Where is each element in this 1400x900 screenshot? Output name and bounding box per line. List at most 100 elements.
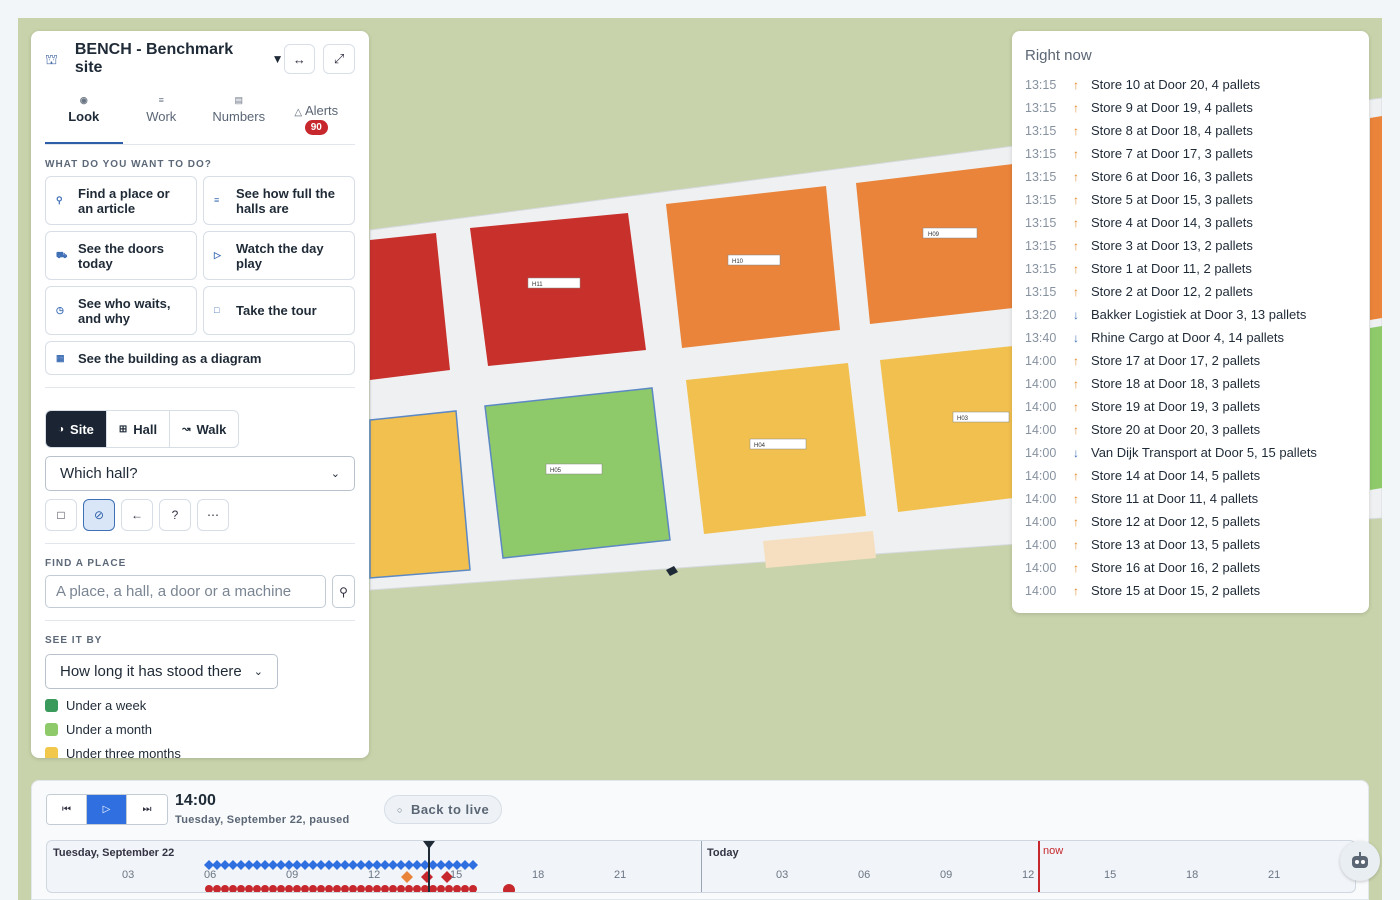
inbound-marker — [300, 860, 310, 870]
warning-icon: △ — [294, 107, 303, 118]
expand-width-button[interactable]: ↔ — [283, 44, 316, 74]
event-row[interactable]: 13:15 ↑ Store 9 at Door 19, 4 pallets — [1025, 96, 1357, 119]
hour-label: 15 — [1104, 869, 1117, 881]
action-label: See who waits, and why — [78, 295, 171, 326]
skip-back-button[interactable]: ⏮ — [47, 795, 87, 824]
take-tour-button[interactable]: □ Take the tour — [203, 286, 355, 335]
legend-label: Under a month — [66, 722, 152, 737]
robot-icon — [1352, 852, 1368, 868]
frame-button[interactable]: □ — [45, 499, 77, 531]
event-row[interactable]: 14:00 ↑ Store 16 at Door 16, 2 pallets — [1025, 556, 1357, 579]
event-row[interactable]: 13:15 ↑ Store 1 at Door 11, 2 pallets — [1025, 257, 1357, 280]
hide-button[interactable]: ⊘ — [83, 499, 115, 531]
skip-forward-button[interactable]: ⏭ — [127, 795, 167, 824]
event-row[interactable]: 13:40 ↓ Rhine Cargo at Door 4, 14 pallets — [1025, 326, 1357, 349]
outbound-marker — [421, 885, 429, 892]
chevron-down-icon: ⌄ — [330, 468, 340, 480]
play-button[interactable]: ▷ — [87, 795, 127, 824]
forklift-icon[interactable] — [666, 566, 678, 576]
doors-today-button[interactable]: ⛟ See the doors today — [45, 231, 197, 280]
back-button[interactable]: ← — [121, 499, 153, 531]
building-diagram-button[interactable]: ▦ See the building as a diagram — [45, 341, 355, 375]
divider — [45, 543, 355, 544]
arrow-up-icon: ↑ — [1073, 192, 1079, 207]
hour-label: 09 — [286, 869, 299, 881]
hall-h09[interactable]: H09 — [856, 164, 1013, 324]
search-button[interactable]: ⚲ — [332, 575, 355, 608]
hour-label: 03 — [122, 869, 135, 881]
timeline-track[interactable]: Tuesday, September 22 Today now 03 06 09 12… — [46, 840, 1356, 893]
tab-alerts[interactable]: △ Alerts 90 — [278, 89, 356, 144]
find-place-row: A place, a hall, a door or a machine ⚲ — [45, 575, 355, 608]
event-row[interactable]: 14:00 ↑ Store 15 at Door 15, 2 pallets — [1025, 579, 1357, 602]
hall-fullness-button[interactable]: ≡ See how full the halls are — [203, 176, 355, 225]
event-row[interactable]: 14:00 ↑ Store 20 at Door 20, 3 pallets — [1025, 418, 1357, 441]
hall-west-yellow[interactable] — [369, 410, 471, 579]
event-row[interactable]: 13:20 ↓ Bakker Logistiek at Door 3, 13 pal… — [1025, 303, 1357, 326]
event-row[interactable]: 13:15 ↑ Store 5 at Door 15, 3 pallets — [1025, 188, 1357, 211]
event-row[interactable]: 14:00 ↑ Store 11 at Door 11, 4 pallets — [1025, 487, 1357, 510]
hall-select[interactable]: Which hall? ⌄ — [45, 456, 355, 491]
event-row[interactable]: 14:00 ↑ Store 12 at Door 12, 5 pallets — [1025, 510, 1357, 533]
tab-work[interactable]: ≡ Work — [123, 89, 201, 144]
hall-h11[interactable]: H11 — [370, 213, 646, 380]
event-row[interactable]: 13:15 ↑ Store 2 at Door 12, 2 pallets — [1025, 280, 1357, 303]
view-mode-site[interactable]: ◑ Site — [46, 411, 107, 447]
fullscreen-button[interactable]: ⤢ — [323, 44, 355, 74]
day-label: Today — [707, 847, 739, 859]
view-mode-label: Hall — [133, 421, 158, 437]
hall-h03[interactable]: H03 — [880, 346, 1013, 512]
help-button[interactable]: ? — [159, 499, 191, 531]
control-panel: ⛫ BENCH - Benchmark site ▼ ↔ ⤢ ◉ Look ≡ … — [31, 31, 369, 758]
inbound-marker — [412, 860, 422, 870]
play-icon: ▷ — [102, 804, 111, 815]
more-button[interactable]: ⋯ — [197, 499, 229, 531]
inbound-marker — [460, 860, 470, 870]
skip-back-icon: ⏮ — [62, 804, 71, 815]
event-text: Store 5 at Door 15, 3 pallets — [1091, 192, 1253, 207]
event-row[interactable]: 13:15 ↑ Store 6 at Door 16, 3 pallets — [1025, 165, 1357, 188]
chevron-down-icon[interactable]: ▼ — [271, 52, 284, 66]
assistant-button[interactable] — [1340, 841, 1380, 881]
watch-day-button[interactable]: ▷ Watch the day play — [203, 231, 355, 280]
event-row[interactable]: 14:00 ↑ Store 13 at Door 13, 5 pallets — [1025, 533, 1357, 556]
arrows-horizontal-icon: ↔ — [292, 51, 306, 67]
hall-h04[interactable]: H04 — [686, 363, 866, 534]
event-row[interactable]: 13:15 ↑ Store 10 at Door 20, 4 pallets — [1025, 73, 1357, 96]
hour-label: 06 — [204, 869, 217, 881]
tab-numbers[interactable]: ▤ Numbers — [200, 89, 278, 144]
tab-look[interactable]: ◉ Look — [45, 89, 123, 144]
find-place-button[interactable]: ⚲ Find a place or an article — [45, 176, 197, 225]
back-to-live-button[interactable]: ○ Back to live — [384, 795, 503, 824]
event-row[interactable]: 13:15 ↑ Store 4 at Door 14, 3 pallets — [1025, 211, 1357, 234]
who-waits-button[interactable]: ◷ See who waits, and why — [45, 286, 197, 335]
view-mode-hall[interactable]: ⊞ Hall — [107, 411, 171, 447]
timeline-events[interactable] — [47, 841, 1356, 893]
skip-forward-icon: ⏭ — [142, 804, 152, 815]
event-row[interactable]: 14:00 ↑ Store 19 at Door 19, 3 pallets — [1025, 395, 1357, 418]
arrow-up-icon: ↑ — [1073, 560, 1079, 575]
event-time: 14:00 — [1025, 445, 1057, 460]
event-row[interactable]: 14:00 ↑ Store 14 at Door 14, 5 pallets — [1025, 464, 1357, 487]
view-mode-walk[interactable]: ↝ Walk — [170, 411, 238, 447]
event-row[interactable]: 13:15 ↑ Store 3 at Door 13, 2 pallets — [1025, 234, 1357, 257]
hall-h10[interactable]: H10 — [666, 186, 840, 348]
site-title[interactable]: BENCH - Benchmark site — [74, 41, 234, 76]
arrow-up-icon: ↑ — [1073, 215, 1079, 230]
day-label: Tuesday, September 22 — [53, 847, 175, 859]
hall-h05[interactable]: H05 — [484, 387, 671, 559]
color-mode-select[interactable]: How long it has stood there ⌄ — [45, 654, 278, 689]
arrow-left-icon: ← — [131, 508, 143, 522]
inbound-marker — [348, 860, 358, 870]
globe-icon: ◑ — [58, 423, 65, 435]
event-row[interactable]: 14:00 ↑ Store 18 at Door 18, 3 pallets — [1025, 372, 1357, 395]
event-row[interactable]: 14:00 ↑ Store 17 at Door 17, 2 pallets — [1025, 349, 1357, 372]
search-input[interactable]: A place, a hall, a door or a machine — [45, 575, 327, 608]
hall-label-h04: H04 — [754, 443, 766, 449]
inbound-marker — [380, 860, 390, 870]
event-row[interactable]: 14:00 ↓ Van Dijk Transport at Door 5, 15 p… — [1025, 441, 1357, 464]
event-row[interactable]: 13:15 ↑ Store 7 at Door 17, 3 pallets — [1025, 142, 1357, 165]
event-row[interactable]: 13:15 ↑ Store 8 at Door 18, 4 pallets — [1025, 119, 1357, 142]
inbound-marker — [356, 860, 366, 870]
event-time: 13:40 — [1025, 330, 1057, 345]
